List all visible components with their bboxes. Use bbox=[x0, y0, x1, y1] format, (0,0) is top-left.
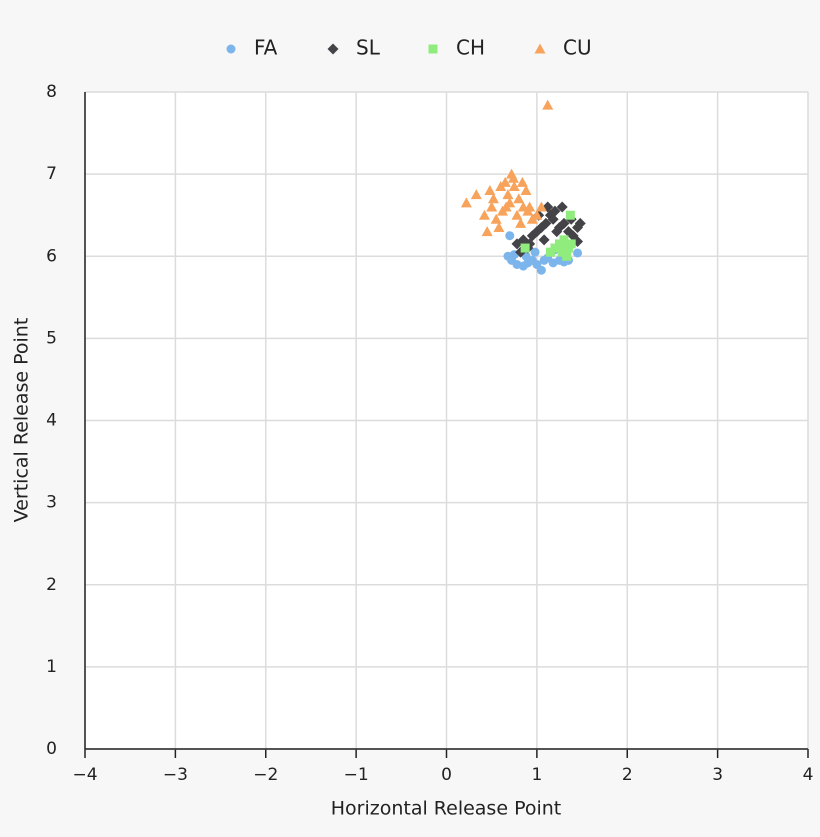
legend-marker bbox=[327, 43, 339, 55]
point bbox=[515, 217, 527, 228]
point bbox=[530, 247, 540, 257]
x-tick-label: −4 bbox=[72, 765, 97, 785]
legend-marker bbox=[428, 44, 438, 54]
point bbox=[502, 189, 514, 200]
y-tick-label: 8 bbox=[46, 82, 57, 102]
point bbox=[478, 209, 490, 220]
point bbox=[486, 201, 498, 212]
point bbox=[540, 217, 552, 229]
point bbox=[545, 247, 555, 257]
point bbox=[566, 239, 576, 249]
legend-marker bbox=[226, 44, 236, 54]
y-axis-title: Vertical Release Point bbox=[11, 318, 33, 523]
point bbox=[558, 217, 570, 229]
x-tick-label: −1 bbox=[344, 765, 369, 785]
point bbox=[550, 243, 560, 253]
point bbox=[507, 172, 519, 183]
y-tick-label: 7 bbox=[46, 164, 57, 184]
point bbox=[481, 226, 493, 237]
point bbox=[547, 213, 559, 225]
point bbox=[565, 210, 575, 220]
y-tick-label: 5 bbox=[46, 328, 57, 348]
point bbox=[520, 185, 532, 196]
point bbox=[538, 234, 550, 246]
legend-label: SL bbox=[356, 36, 381, 60]
point bbox=[536, 265, 546, 275]
y-tick-label: 0 bbox=[46, 739, 57, 759]
point bbox=[573, 248, 583, 258]
x-tick-label: −2 bbox=[253, 765, 278, 785]
y-tick-label: 6 bbox=[46, 246, 57, 266]
x-tick-label: −3 bbox=[163, 765, 188, 785]
point bbox=[559, 235, 569, 245]
y-tick-label: 1 bbox=[46, 657, 57, 677]
point bbox=[500, 201, 512, 212]
point bbox=[562, 251, 572, 261]
point bbox=[511, 209, 523, 220]
x-tick-label: 1 bbox=[531, 765, 542, 785]
point bbox=[542, 99, 554, 110]
point bbox=[520, 243, 530, 253]
y-tick-label: 3 bbox=[46, 493, 57, 513]
legend-label: FA bbox=[254, 36, 278, 60]
point bbox=[557, 247, 567, 257]
point bbox=[487, 193, 499, 204]
x-tick-label: 0 bbox=[441, 765, 452, 785]
point bbox=[551, 226, 563, 238]
x-tick-label: 2 bbox=[622, 765, 633, 785]
point bbox=[535, 201, 547, 212]
legend-label: CH bbox=[456, 36, 485, 60]
point bbox=[524, 201, 536, 212]
point bbox=[516, 176, 528, 187]
point bbox=[572, 222, 584, 234]
point bbox=[470, 189, 482, 200]
x-tick-label: 4 bbox=[803, 765, 814, 785]
x-tick-label: 3 bbox=[712, 765, 723, 785]
point bbox=[513, 193, 525, 204]
point bbox=[499, 176, 511, 187]
point bbox=[549, 205, 561, 217]
point bbox=[484, 185, 496, 196]
y-tick-label: 4 bbox=[46, 411, 57, 431]
point bbox=[556, 201, 568, 213]
point bbox=[460, 197, 472, 208]
point bbox=[554, 239, 564, 249]
point bbox=[505, 231, 515, 241]
legend-label: CU bbox=[563, 36, 592, 60]
point bbox=[490, 213, 502, 224]
point bbox=[493, 222, 505, 233]
x-axis-title: Horizontal Release Point bbox=[331, 798, 562, 820]
legend-marker bbox=[534, 43, 546, 54]
point bbox=[531, 209, 543, 220]
y-tick-label: 2 bbox=[46, 575, 57, 595]
point bbox=[508, 180, 520, 191]
